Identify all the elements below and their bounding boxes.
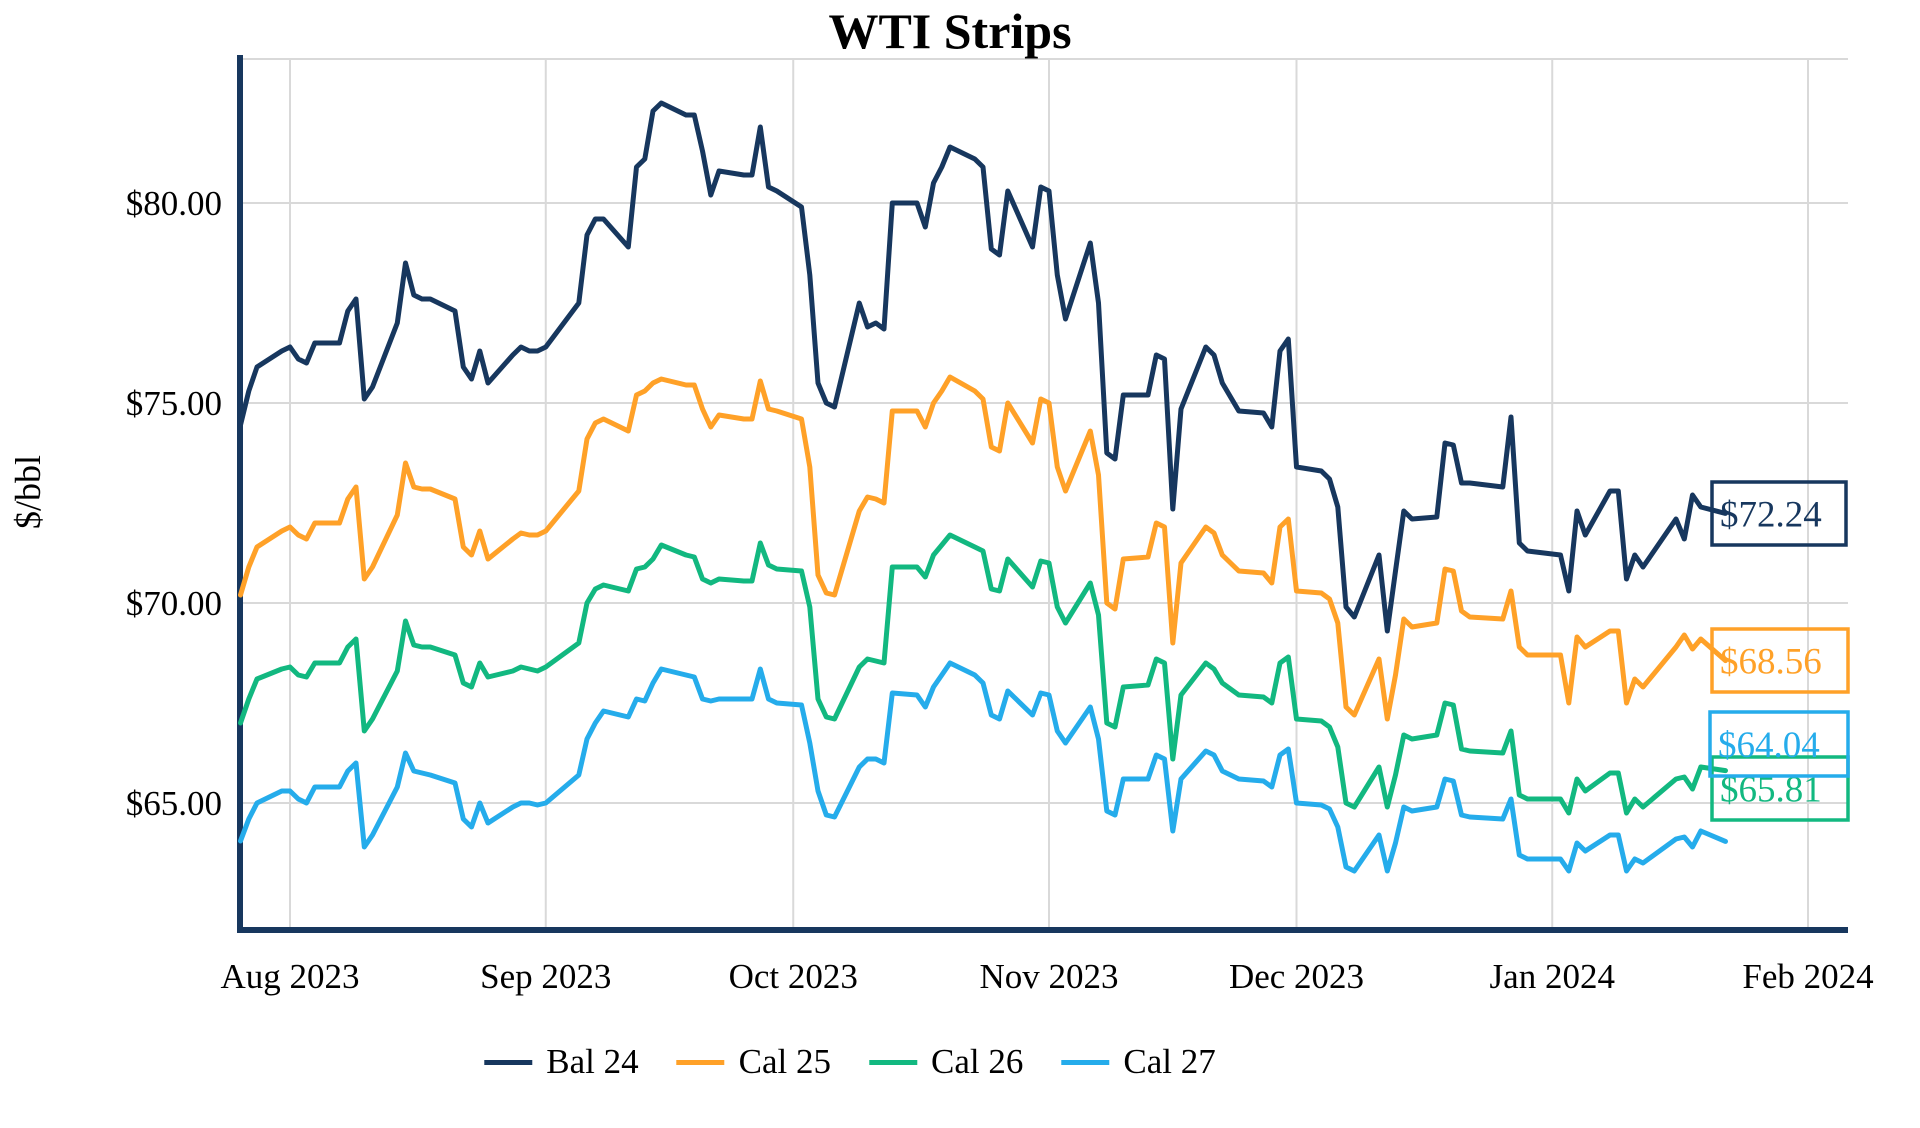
x-tick-label: Sep 2023 (480, 957, 611, 996)
x-tick-label: Jan 2024 (1490, 957, 1615, 996)
legend-label: Bal 24 (546, 1042, 639, 1081)
x-tick-label: Dec 2023 (1229, 957, 1364, 996)
legend-label: Cal 25 (738, 1042, 831, 1081)
y-tick-label: $70.00 (126, 584, 222, 623)
y-axis-title: $/bbl (8, 454, 48, 530)
series-cal-27 (238, 660, 1728, 874)
end-label-box (1710, 627, 1850, 694)
y-tick-label: $65.00 (126, 784, 222, 823)
legend-item-cal-27: Cal 27 (1061, 1042, 1216, 1082)
end-label-text: $68.56 (1720, 642, 1822, 683)
legend: Bal 24 Cal 25 Cal 26 Cal 27 (484, 1042, 1216, 1082)
legend-label: Cal 27 (1123, 1042, 1216, 1081)
series-cal-26 (238, 532, 1728, 816)
series-bal-24 (238, 100, 1728, 634)
cal-27-line-swatch (1061, 1059, 1110, 1065)
x-tick-label: Feb 2024 (1742, 957, 1873, 996)
chart-title: WTI Strips (828, 3, 1072, 59)
bal-24-line-swatch (484, 1059, 533, 1065)
legend-item-bal-24: Bal 24 (484, 1042, 639, 1082)
legend-item-cal-25: Cal 25 (676, 1042, 831, 1082)
x-tick-label: Nov 2023 (979, 957, 1118, 996)
x-tick-label: Oct 2023 (729, 957, 858, 996)
y-tick-label: $80.00 (126, 184, 222, 223)
legend-label: Cal 26 (931, 1042, 1024, 1081)
end-label-text: $72.24 (1720, 495, 1822, 536)
cal-25-line-swatch (676, 1059, 725, 1065)
end-label-box (1708, 710, 1850, 778)
end-label-box (1710, 755, 1850, 822)
x-tick-label: Aug 2023 (220, 957, 359, 996)
end-label-box (1710, 480, 1848, 547)
cal-26-line-swatch (869, 1059, 917, 1065)
y-tick-label: $75.00 (126, 384, 222, 423)
legend-item-cal-26: Cal 26 (869, 1042, 1023, 1082)
series-cal-25 (238, 374, 1728, 722)
end-label-text: $64.04 (1718, 725, 1820, 766)
